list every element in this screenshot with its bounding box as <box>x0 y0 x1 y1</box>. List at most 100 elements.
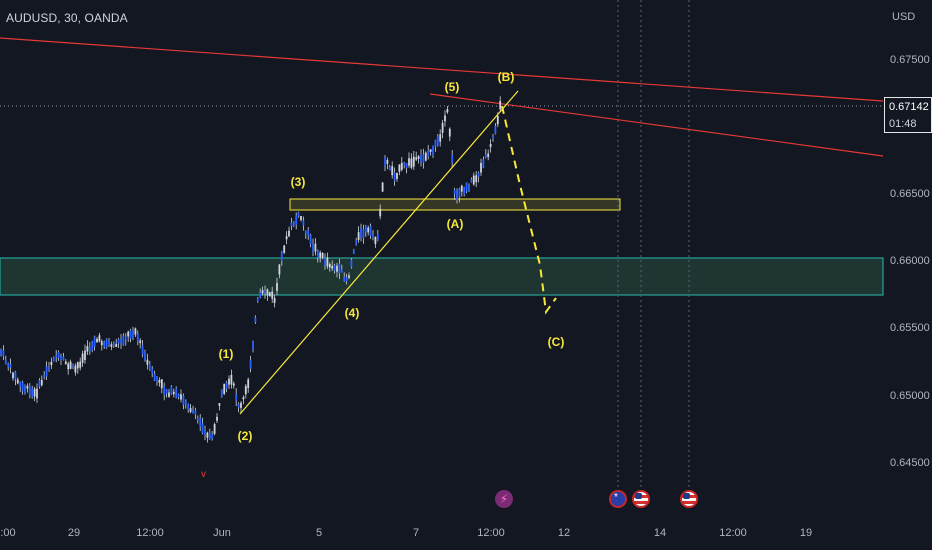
candle-body <box>283 245 286 253</box>
price-tick: 0.66500 <box>890 188 930 200</box>
candle-body <box>338 263 341 274</box>
candle-body <box>369 226 372 236</box>
australia-flag-icon[interactable] <box>609 490 627 508</box>
candle-body <box>144 351 146 361</box>
candle-body <box>376 233 379 241</box>
candle-body <box>487 153 490 158</box>
candle-body <box>453 189 456 195</box>
candle-body <box>160 379 163 389</box>
candle-body <box>290 222 293 227</box>
candle-body <box>492 136 494 139</box>
candle-body <box>153 373 156 381</box>
resistance-box[interactable] <box>289 198 621 211</box>
support-zone[interactable] <box>0 257 884 296</box>
time-tick: 12 <box>557 527 571 539</box>
candle-body <box>463 187 466 195</box>
candle-body <box>362 229 365 239</box>
upper-trendline[interactable] <box>0 37 884 102</box>
candle-body <box>386 160 389 164</box>
candle-body <box>456 190 458 201</box>
candle-body <box>340 269 343 273</box>
wave-trendline[interactable] <box>239 90 519 415</box>
wave-label-b: (B) <box>497 70 515 84</box>
candle-body <box>230 374 233 385</box>
wave-label-1: (1) <box>218 347 234 361</box>
candle-body <box>105 338 108 348</box>
candle-body <box>345 277 348 282</box>
candle-body <box>271 291 274 299</box>
candle-body <box>357 232 360 240</box>
candle-body <box>417 156 420 159</box>
candle-body <box>381 182 384 192</box>
symbol-title[interactable]: AUDUSD, 30, OANDA <box>6 11 128 25</box>
candle-body <box>374 236 377 245</box>
candle-body <box>424 152 427 161</box>
time-tick: 7 <box>412 527 420 539</box>
candle-body <box>67 363 70 370</box>
candle-body <box>312 243 314 252</box>
candle-body <box>264 290 266 294</box>
time-tick: 12:00 <box>719 527 747 539</box>
wave-label-3: (3) <box>290 175 306 189</box>
candle-body <box>43 374 46 377</box>
candle-body <box>314 243 317 252</box>
candle-body <box>31 388 34 398</box>
candle-body <box>295 215 298 225</box>
candle-body <box>256 297 259 302</box>
candle-body <box>124 336 127 340</box>
candle-body <box>324 257 326 266</box>
candle-body <box>388 167 391 171</box>
candle-body <box>304 230 307 234</box>
candle-body <box>429 149 432 153</box>
candle-body <box>475 175 478 183</box>
candle-body <box>88 346 91 352</box>
candle-body <box>211 434 214 440</box>
candle-body <box>146 359 149 365</box>
lower-trendline[interactable] <box>429 93 884 157</box>
candle-body <box>187 404 190 410</box>
candle-body <box>328 263 331 268</box>
candle-body <box>156 376 158 383</box>
candle-body <box>4 359 7 364</box>
candle-body <box>372 234 374 238</box>
candle-body <box>28 385 31 396</box>
lightning-bolt-icon[interactable]: ⚡ <box>495 490 513 508</box>
candle-body <box>496 115 499 125</box>
candle-body <box>103 341 106 347</box>
candle-body <box>98 335 101 342</box>
projected-wave-path[interactable] <box>501 105 557 315</box>
usa-flag-icon[interactable] <box>680 490 698 508</box>
candle-body <box>261 290 264 294</box>
time-tick: :00 <box>0 527 16 539</box>
candle-body <box>343 276 346 282</box>
candle-body <box>273 298 276 303</box>
candle-body <box>446 109 449 113</box>
candle-body <box>451 154 454 163</box>
candle-body <box>319 252 322 258</box>
usa-flag-icon[interactable] <box>632 490 650 508</box>
candle-body <box>84 350 86 360</box>
candle-body <box>208 432 211 440</box>
candle-body <box>64 361 67 365</box>
candle-body <box>252 341 254 350</box>
candle-body <box>177 394 180 398</box>
candle-body <box>38 380 41 387</box>
candle-body <box>108 340 110 345</box>
candle-body <box>93 336 96 347</box>
candle-body <box>213 424 216 434</box>
current-price-value: 0.67142 <box>889 101 929 113</box>
price-tick: 0.65000 <box>890 390 930 402</box>
candle-body <box>110 344 113 347</box>
time-tick: 5 <box>315 527 323 539</box>
candle-body <box>384 157 386 167</box>
candle-body <box>19 381 22 387</box>
candle-body <box>247 379 250 388</box>
candle-body <box>79 361 82 368</box>
wave-label-5: (5) <box>444 80 460 94</box>
candlestick-series <box>0 96 502 443</box>
candle-body <box>172 391 175 395</box>
candle-body <box>403 162 406 166</box>
candle-body <box>91 341 94 351</box>
